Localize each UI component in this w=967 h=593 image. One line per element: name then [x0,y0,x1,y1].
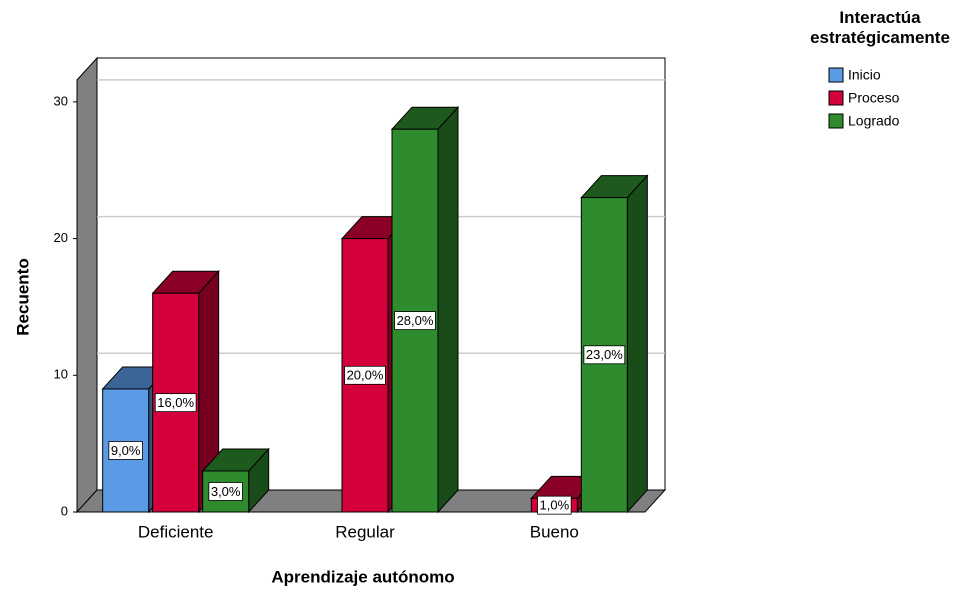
value-label: 3,0% [211,484,241,499]
y-tick-label: 10 [54,367,68,382]
value-label: 20,0% [347,368,384,383]
bar-side [437,105,459,514]
legend-title: Interactúa estratégicamente [810,8,950,47]
value-label: 23,0% [586,347,623,362]
value-label-box [394,311,436,331]
y-axis-label: Recuento [13,258,32,335]
value-label: 28,0% [397,313,434,328]
legend-swatch [828,67,844,83]
y-tick-label: 30 [54,93,68,108]
legend-label: Inicio [848,67,881,83]
y-tick-label: 0 [61,503,68,518]
x-axis-label: Aprendizaje autónomo [271,567,454,586]
value-label-box [344,365,386,385]
left-wall [76,56,98,514]
value-label-box [583,345,626,365]
value-label: 16,0% [157,395,194,410]
legend-swatch [828,90,844,106]
legend-label: Proceso [848,90,900,106]
x-tick-label: Regular [335,522,395,541]
y-tick-label: 20 [54,230,68,245]
x-tick-label: Bueno [530,522,579,541]
value-label-box [108,441,143,460]
legend-label: Logrado [848,113,900,129]
value-label-box [208,482,243,501]
bar-side [626,174,648,514]
value-label-box [537,495,572,515]
x-tick-label: Deficiente [138,522,214,541]
value-label-box [154,393,197,413]
value-label: 9,0% [111,443,141,458]
legend-swatch [828,113,844,129]
value-label: 1,0% [540,498,570,513]
